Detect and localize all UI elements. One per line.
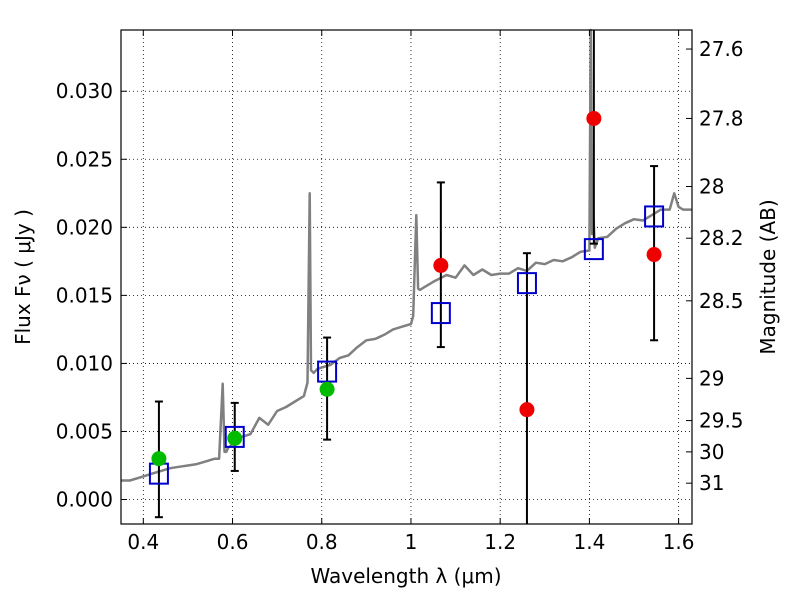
model-box	[644, 205, 665, 228]
x-tick-label: 1.2	[484, 530, 516, 554]
grid-lines	[121, 30, 692, 524]
green-point	[227, 430, 243, 446]
model-box	[224, 425, 245, 448]
model-box	[317, 360, 338, 383]
x-tick-label: 0.4	[127, 530, 159, 554]
y2-axis-label: Magnitude (AB)	[756, 199, 780, 354]
x-tick-label: 0.6	[217, 530, 249, 554]
x-tick-label: 0.8	[306, 530, 338, 554]
y-tick-label: 0.025	[56, 147, 113, 171]
y-tick-label: 0.015	[56, 283, 113, 307]
y2-tick-label: 29	[699, 366, 724, 390]
red-point	[586, 110, 602, 126]
x-tick-label: 1	[405, 530, 418, 554]
y2-tick-label: 28.5	[699, 289, 744, 313]
y2-tick-label: 28	[699, 175, 724, 199]
y2-tick-label: 27.6	[699, 37, 744, 61]
y2-tick-label: 30	[699, 440, 724, 464]
plot-area	[121, 28, 692, 524]
red-point	[433, 257, 449, 273]
y2-tick-label: 28.2	[699, 226, 744, 250]
y-axis-label: Flux Fν ( μJy )	[11, 209, 35, 345]
green-point	[319, 381, 335, 397]
plot-frame	[120, 29, 693, 525]
y-tick-label: 0.005	[56, 419, 113, 443]
y-tick-label: 0.000	[56, 488, 113, 512]
y2-tick-label: 29.5	[699, 409, 744, 433]
x-axis-label: Wavelength λ (μm)	[310, 564, 501, 588]
green-point	[151, 451, 167, 467]
y-tick-label: 0.020	[56, 215, 113, 239]
x-tick-label: 1.6	[663, 530, 695, 554]
red-point	[519, 402, 535, 418]
spectrum-line	[121, 28, 692, 482]
red-point	[646, 247, 662, 263]
y2-tick-label: 31	[699, 471, 724, 495]
y2-tick-label: 27.8	[699, 106, 744, 130]
y-tick-label: 0.030	[56, 79, 113, 103]
y-tick-label: 0.010	[56, 351, 113, 375]
axes: 0.4 0.6 0.8 1 1.2 1.4 1.6 0.000 0.005 0.010 0.015 0…	[56, 30, 744, 554]
model-box	[430, 302, 451, 325]
model-box	[583, 238, 604, 261]
model-box	[516, 272, 537, 295]
x-tick-label: 1.4	[573, 530, 605, 554]
